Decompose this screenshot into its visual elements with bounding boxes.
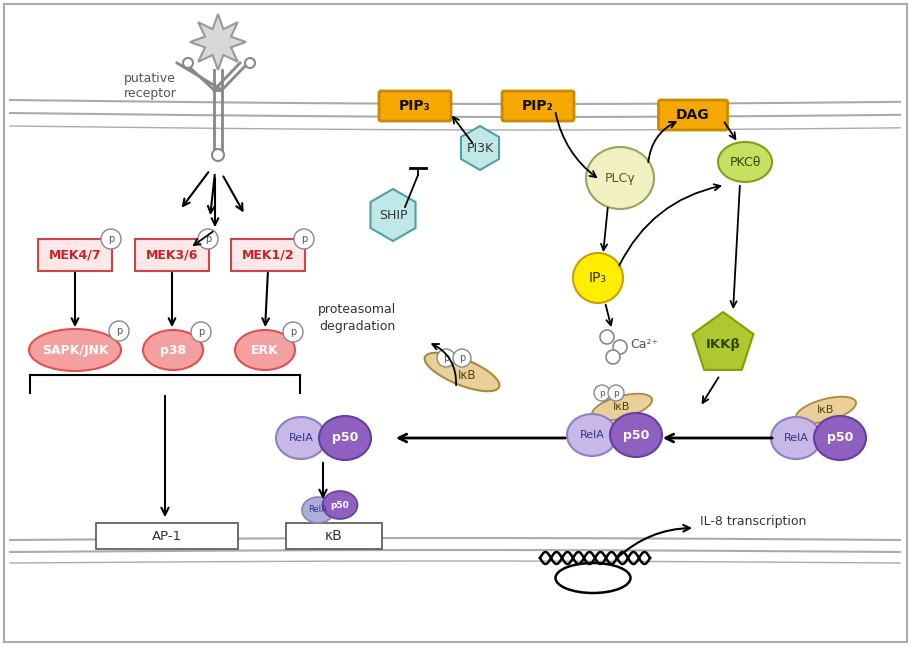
Circle shape — [437, 349, 455, 367]
Polygon shape — [190, 14, 246, 70]
Text: RelA: RelA — [309, 506, 327, 514]
Text: p: p — [599, 388, 605, 397]
FancyBboxPatch shape — [379, 91, 451, 121]
Circle shape — [198, 229, 218, 249]
Ellipse shape — [796, 397, 856, 423]
Ellipse shape — [235, 330, 295, 370]
Circle shape — [101, 229, 121, 249]
Text: IκB: IκB — [613, 402, 630, 412]
Text: p: p — [205, 234, 211, 244]
Text: RelA: RelA — [289, 433, 313, 443]
FancyBboxPatch shape — [135, 239, 209, 271]
Text: SHIP: SHIP — [379, 209, 407, 222]
Ellipse shape — [319, 416, 371, 460]
Ellipse shape — [567, 414, 617, 456]
Circle shape — [608, 385, 624, 401]
Text: PKCθ: PKCθ — [730, 156, 761, 169]
Ellipse shape — [718, 142, 772, 182]
Text: PIP₃: PIP₃ — [399, 99, 431, 113]
Ellipse shape — [556, 563, 630, 593]
FancyBboxPatch shape — [502, 91, 574, 121]
Ellipse shape — [29, 329, 121, 371]
Text: RelA: RelA — [783, 433, 808, 443]
Text: DAG: DAG — [676, 108, 710, 122]
Text: p: p — [107, 234, 114, 244]
Ellipse shape — [814, 416, 866, 460]
Circle shape — [600, 330, 614, 344]
Circle shape — [283, 322, 303, 342]
FancyBboxPatch shape — [659, 100, 728, 130]
FancyBboxPatch shape — [4, 4, 907, 642]
FancyBboxPatch shape — [231, 239, 305, 271]
Text: IP₃: IP₃ — [589, 271, 607, 285]
FancyBboxPatch shape — [96, 523, 238, 549]
Circle shape — [573, 253, 623, 303]
Ellipse shape — [592, 393, 652, 421]
Circle shape — [294, 229, 314, 249]
Text: RelA: RelA — [579, 430, 604, 440]
Circle shape — [594, 385, 610, 401]
Text: p: p — [198, 327, 204, 337]
Text: IκB: IκB — [817, 405, 834, 415]
Ellipse shape — [425, 353, 499, 391]
Text: p: p — [116, 326, 122, 336]
Text: PI3K: PI3K — [466, 141, 494, 154]
Text: p: p — [301, 234, 307, 244]
Circle shape — [212, 149, 224, 161]
Ellipse shape — [322, 491, 357, 519]
Ellipse shape — [302, 497, 334, 523]
FancyBboxPatch shape — [286, 523, 382, 549]
FancyBboxPatch shape — [38, 239, 112, 271]
Text: IκB: IκB — [457, 368, 476, 382]
Text: p50: p50 — [623, 428, 650, 441]
Text: PIP₂: PIP₂ — [522, 99, 554, 113]
Text: κB: κB — [325, 529, 343, 543]
Polygon shape — [371, 189, 415, 241]
Circle shape — [613, 340, 627, 354]
Ellipse shape — [771, 417, 821, 459]
Text: p50: p50 — [332, 432, 358, 444]
Text: putative
receptor: putative receptor — [124, 72, 177, 100]
Text: MEK1/2: MEK1/2 — [241, 249, 294, 262]
Circle shape — [453, 349, 471, 367]
Text: p: p — [613, 388, 619, 397]
Circle shape — [245, 58, 255, 68]
Text: ERK: ERK — [251, 344, 279, 357]
Text: p38: p38 — [160, 344, 186, 357]
Text: AP-1: AP-1 — [152, 530, 182, 543]
Text: IL-8 transcription: IL-8 transcription — [700, 516, 806, 528]
Ellipse shape — [586, 147, 654, 209]
Text: Ca²⁺: Ca²⁺ — [630, 337, 658, 351]
Text: p50: p50 — [827, 432, 854, 444]
Text: MEK4/7: MEK4/7 — [48, 249, 101, 262]
Polygon shape — [692, 312, 753, 370]
Text: p: p — [443, 353, 449, 363]
Text: SAPK/JNK: SAPK/JNK — [42, 344, 108, 357]
Ellipse shape — [610, 413, 662, 457]
Text: p50: p50 — [331, 501, 350, 510]
Circle shape — [109, 321, 129, 341]
Circle shape — [606, 350, 620, 364]
Text: IKKβ: IKKβ — [705, 337, 741, 351]
Text: p: p — [459, 353, 466, 363]
Text: p: p — [290, 327, 296, 337]
Ellipse shape — [276, 417, 326, 459]
Circle shape — [183, 58, 193, 68]
Ellipse shape — [143, 330, 203, 370]
Circle shape — [191, 322, 211, 342]
Text: PLCγ: PLCγ — [605, 171, 635, 185]
Text: MEK3/6: MEK3/6 — [146, 249, 199, 262]
Text: proteasomal
degradation: proteasomal degradation — [318, 303, 396, 333]
Polygon shape — [461, 126, 499, 170]
